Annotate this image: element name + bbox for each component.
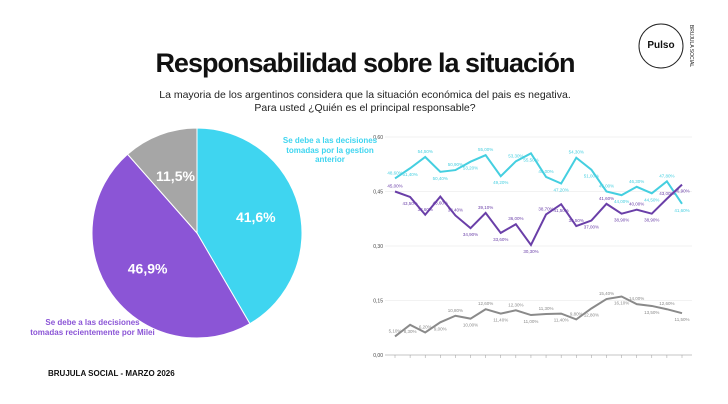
logo-ring-text: BRUJULA SOCIAL	[688, 25, 694, 67]
y-tick-label: 0,15	[373, 299, 383, 305]
point-label: 41,60%	[599, 196, 614, 201]
point-label: 16,10%	[614, 301, 629, 306]
point-label: 55,00%	[478, 147, 493, 152]
point-label: 9,80%	[570, 311, 583, 316]
point-label: 43,50%	[402, 201, 417, 206]
point-label: 41,60%	[674, 208, 689, 213]
y-tick-label: 0,30	[373, 244, 383, 250]
point-label: 51,00%	[584, 174, 599, 179]
pie-slice	[91, 153, 251, 339]
point-label: 11,50%	[675, 317, 690, 322]
point-label: 34,90%	[463, 232, 478, 237]
point-label: 43,00%	[659, 191, 674, 196]
point-label: 50,90%	[448, 162, 463, 167]
slice-category: Se debe a las decisiones tomadas por la …	[282, 136, 378, 165]
point-label: 12,30%	[508, 302, 523, 307]
point-label: 55,50%	[523, 157, 538, 162]
point-label: 43,60%	[433, 201, 448, 206]
slice-label: 11,5%	[156, 168, 195, 184]
point-label: 11,00%	[523, 319, 538, 324]
subtitle: La mayoria de los argentinos considera q…	[159, 89, 571, 114]
point-label: 35,50%	[569, 218, 584, 223]
point-label: 45,00%	[599, 184, 614, 189]
point-label: 5,10%	[389, 328, 402, 333]
point-label: 11,40%	[493, 318, 508, 323]
point-label: 49,00%	[538, 169, 553, 174]
slice-label: 41,6%	[236, 209, 276, 225]
line-series	[394, 295, 683, 338]
point-label: 36,00%	[508, 216, 523, 221]
point-label: 47,20%	[554, 188, 569, 193]
point-label: 46,30%	[629, 179, 644, 184]
point-label: 46,90%	[674, 189, 689, 194]
point-label: 50,40%	[433, 176, 448, 181]
point-label: 12,80%	[584, 312, 599, 317]
point-label: 53,30%	[508, 153, 523, 158]
point-label: 38,70%	[538, 206, 553, 211]
line-series	[394, 152, 683, 205]
point-label: 30,30%	[523, 249, 538, 254]
point-label: 12,60%	[478, 301, 493, 306]
line-series	[394, 183, 683, 247]
point-label: 40,00%	[629, 202, 644, 207]
point-label: 10,80%	[448, 308, 463, 313]
point-label: 6,20%	[419, 324, 432, 329]
logo-ring	[638, 23, 684, 69]
point-label: 38,60%	[418, 207, 433, 212]
point-label: 51,40%	[402, 172, 417, 177]
point-label: 38,90%	[614, 218, 629, 223]
y-tick-label: 0,45	[373, 190, 383, 196]
point-label: 37,00%	[584, 225, 599, 230]
pie-slice	[126, 127, 198, 235]
point-label: 44,50%	[644, 197, 659, 202]
point-label: 11,40%	[554, 318, 569, 323]
point-label: 39,10%	[478, 205, 493, 210]
point-label: 10,00%	[463, 323, 478, 328]
point-label: 45,00%	[387, 184, 402, 189]
y-tick-label: 0,00	[373, 353, 383, 359]
title: Responsabilidad sobre la situación	[155, 48, 574, 78]
point-label: 9,00%	[434, 326, 447, 331]
point-label: 54,50%	[418, 149, 433, 154]
point-label: 15,40%	[599, 291, 614, 296]
logo: Pulso	[647, 40, 674, 51]
point-label: 53,20%	[463, 166, 478, 171]
point-label: 49,20%	[493, 180, 508, 185]
point-label: 8,30%	[404, 329, 417, 334]
point-label: 14,00%	[629, 296, 644, 301]
footer: BRUJULA SOCIAL - MARZO 2026	[48, 369, 175, 378]
point-label: 38,90%	[644, 218, 659, 223]
point-label: 44,00%	[614, 199, 629, 204]
slice-category: Se debe a las decisiones tomadas recient…	[30, 318, 155, 337]
point-label: 41,50%	[554, 208, 569, 213]
y-tick-label: 0,60	[373, 135, 383, 141]
point-label: 12,60%	[659, 301, 674, 306]
point-label: 47,80%	[659, 173, 674, 178]
pie-slice	[196, 127, 303, 325]
point-label: 13,50%	[644, 310, 659, 315]
point-label: 54,30%	[569, 150, 584, 155]
point-label: 33,60%	[493, 237, 508, 242]
slice-label: 46,9%	[128, 261, 168, 277]
point-label: 38,40%	[448, 207, 463, 212]
point-label: 48,60%	[387, 170, 402, 175]
point-label: 11,30%	[539, 306, 554, 311]
